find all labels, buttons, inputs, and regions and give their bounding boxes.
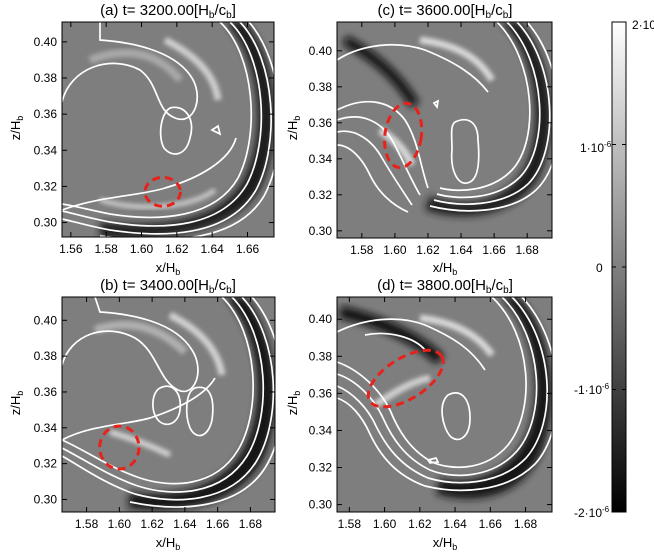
panel-c-y-ticks: 0.30 0.32 0.34 0.36 0.38 0.40 bbox=[309, 44, 552, 238]
panel-d-x-label: x/Hb bbox=[433, 535, 458, 552]
panel-b-y-label: z/Hb bbox=[8, 391, 25, 416]
panel-c-field bbox=[337, 22, 552, 238]
panel-c-frame bbox=[336, 21, 553, 239]
panel-b: 1.58 1.60 1.62 1.64 1.66 1.68 0.300.320.340.3… bbox=[8, 277, 276, 552]
panel-c-x-tick-label: 1.66 bbox=[482, 243, 506, 257]
panel-d-shading bbox=[338, 297, 552, 499]
panel-a-y-tick-label: 0.38 bbox=[34, 71, 58, 85]
panel-a-x-tick-label: 1.64 bbox=[200, 242, 224, 256]
panel-d-x-ticks: 1.58 1.60 1.62 1.64 1.66 1.68 bbox=[338, 297, 538, 531]
panel-d-field bbox=[337, 297, 552, 512]
panel-d-y-tick-label: 0.36 bbox=[309, 386, 333, 400]
panel-a-x-ticks: 1.56 1.58 1.60 1.62 1.64 1.66 bbox=[59, 22, 260, 256]
panel-d-frame bbox=[336, 296, 553, 513]
colorbar: 2·10-6 1·10-6 0 -1·10-6 -2·10-6 bbox=[574, 17, 654, 520]
colorbar-label-zero: 0 bbox=[596, 261, 603, 275]
panel-d-x-tick-label: 1.60 bbox=[373, 517, 397, 531]
panel-c-x-tick-label: 1.60 bbox=[383, 243, 407, 257]
panel-c-y-tick-label: 0.34 bbox=[309, 152, 333, 166]
panel-a-x-label: x/Hb bbox=[156, 260, 181, 277]
panel-a-field bbox=[62, 22, 274, 237]
panel-b-y-ticks: 0.30 0.32 0.34 0.36 0.38 0.40 bbox=[34, 313, 275, 506]
panel-b-x-label: x/Hb bbox=[156, 535, 181, 552]
panel-b-field bbox=[62, 297, 275, 512]
panel-b-x-tick-label: 1.66 bbox=[206, 517, 230, 531]
panel-c-x-tick-label: 1.58 bbox=[350, 243, 374, 257]
panel-b-highlight-ellipse bbox=[98, 424, 141, 471]
panel-a-x-tick-label: 1.66 bbox=[236, 242, 260, 256]
panel-a: 1.56 1.58 1.60 1.62 1.64 1.66 0.300.320.340.3… bbox=[8, 2, 275, 277]
panel-d-x-tick-label: 1.68 bbox=[514, 517, 538, 531]
panel-a-x-tick-label: 1.56 bbox=[59, 242, 83, 256]
panel-d-contours bbox=[337, 297, 552, 492]
panel-c-y-tick-label: 0.40 bbox=[309, 44, 333, 58]
panel-b-title: (b) t= 3400.00[Hb/cb] bbox=[100, 277, 236, 296]
panel-c-x-tick-label: 1.68 bbox=[516, 243, 540, 257]
panel-b-x-tick-label: 1.68 bbox=[239, 517, 263, 531]
panel-b-y-tick-label: 0.38 bbox=[34, 349, 58, 363]
panel-c-x-ticks: 1.58 1.60 1.62 1.64 1.66 1.68 bbox=[350, 22, 539, 257]
panel-d-y-tick-label: 0.40 bbox=[309, 312, 333, 326]
panel-a-y-label: z/Hb bbox=[8, 116, 25, 141]
panel-a-title: (a) t= 3200.00[Hb/cb] bbox=[100, 2, 236, 21]
panel-d-y-label: z/Hb bbox=[285, 391, 302, 416]
panel-c-y-label: z/Hb bbox=[285, 116, 302, 141]
panel-a-x-tick-label: 1.60 bbox=[130, 242, 154, 256]
colorbar-label-max: 2·10-6 bbox=[632, 17, 654, 32]
colorbar-label-min: -2·10-6 bbox=[574, 505, 610, 520]
panel-c: 1.58 1.60 1.62 1.64 1.66 1.68 0.300.320.340.3… bbox=[285, 2, 553, 277]
panel-b-y-tick-label: 0.32 bbox=[34, 457, 58, 471]
panel-a-y-tick-label: 0.32 bbox=[34, 179, 58, 193]
colorbar-ticks bbox=[612, 21, 626, 513]
panel-a-x-tick-label: 1.58 bbox=[94, 242, 118, 256]
panel-d-x-tick-label: 1.66 bbox=[479, 517, 503, 531]
panel-a-y-tick-label: 0.30 bbox=[34, 216, 58, 230]
panel-b-x-ticks: 1.58 1.60 1.62 1.64 1.66 1.68 bbox=[75, 297, 263, 531]
panel-d-x-tick-label: 1.58 bbox=[338, 517, 362, 531]
panel-b-y-tick-label: 0.30 bbox=[34, 492, 58, 506]
panel-b-contours bbox=[62, 297, 275, 508]
panel-c-highlight-ellipse bbox=[383, 101, 424, 170]
panel-b-shading bbox=[93, 297, 275, 510]
panel-a-shading bbox=[88, 22, 274, 237]
panel-d-y-tick-label: 0.30 bbox=[309, 498, 333, 512]
panel-c-y-tick-label: 0.30 bbox=[309, 224, 333, 238]
colorbar-label-1e-6: 1·10-6 bbox=[580, 140, 612, 155]
panel-d-y-tick-label: 0.38 bbox=[309, 349, 333, 363]
panel-d-x-tick-label: 1.62 bbox=[408, 517, 432, 531]
panel-d-y-ticks: 0.30 0.32 0.34 0.36 0.38 0.40 bbox=[309, 312, 552, 512]
panel-a-y-tick-label: 0.34 bbox=[34, 143, 58, 157]
panel-a-y-tick-label: 0.40 bbox=[34, 35, 58, 49]
panel-b-x-tick-label: 1.60 bbox=[108, 517, 132, 531]
panel-c-y-tick-label: 0.36 bbox=[309, 116, 333, 130]
panel-c-x-label: x/Hb bbox=[433, 260, 458, 277]
panel-d-y-tick-label: 0.34 bbox=[309, 423, 333, 437]
panel-d-y-tick-label: 0.32 bbox=[309, 461, 333, 475]
colorbar-label-minus-1e-6: -1·10-6 bbox=[574, 382, 610, 397]
panel-c-y-tick-label: 0.32 bbox=[309, 188, 333, 202]
panel-a-x-tick-label: 1.62 bbox=[165, 242, 189, 256]
panel-b-x-tick-label: 1.62 bbox=[140, 517, 164, 531]
panel-b-frame bbox=[61, 296, 276, 513]
panel-d: 1.58 1.60 1.62 1.64 1.66 1.68 0.300.320.340.3… bbox=[285, 277, 553, 552]
panel-b-y-tick-label: 0.36 bbox=[34, 385, 58, 399]
panel-a-highlight-ellipse bbox=[143, 175, 182, 208]
panel-b-y-tick-label: 0.34 bbox=[34, 421, 58, 435]
panel-b-x-tick-label: 1.58 bbox=[75, 517, 99, 531]
panel-c-title: (c) t= 3600.00[Hb/cb] bbox=[378, 2, 513, 21]
panel-b-y-tick-label: 0.40 bbox=[34, 313, 58, 327]
panel-c-y-tick-label: 0.38 bbox=[309, 80, 333, 94]
panel-b-x-tick-label: 1.64 bbox=[173, 517, 197, 531]
panel-d-title: (d) t= 3800.00[Hb/cb] bbox=[377, 277, 513, 296]
panel-a-contours bbox=[62, 22, 274, 237]
panel-a-frame bbox=[61, 21, 275, 238]
panel-d-x-tick-label: 1.64 bbox=[443, 517, 467, 531]
panel-c-contours bbox=[337, 22, 552, 213]
panel-c-x-tick-label: 1.64 bbox=[449, 243, 473, 257]
panel-a-y-ticks: 0.30 0.32 0.34 0.36 0.38 0.40 bbox=[34, 35, 274, 230]
panel-a-y-tick-label: 0.36 bbox=[34, 107, 58, 121]
panel-c-x-tick-label: 1.62 bbox=[416, 243, 440, 257]
panel-d-highlight-ellipse bbox=[366, 348, 445, 409]
